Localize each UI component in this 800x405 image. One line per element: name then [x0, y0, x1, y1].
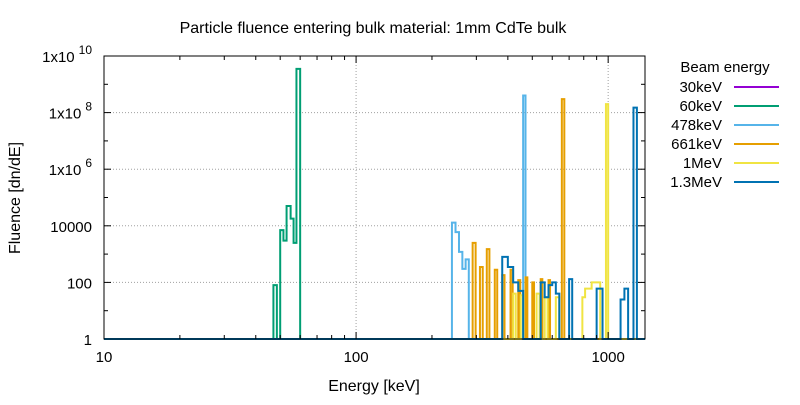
legend-label: 60keV: [679, 98, 722, 115]
legend-label: 1MeV: [683, 155, 722, 172]
y-tick-exponent: 10: [79, 43, 93, 57]
y-tick-base: 1: [84, 332, 92, 349]
y-tick-label: 1x10 8: [49, 100, 93, 123]
series-layer: [104, 67, 645, 340]
x-tick-label: 100: [344, 349, 369, 366]
series-line-478kev: [104, 94, 645, 340]
legend-label: 30keV: [679, 79, 722, 96]
legend-title: Beam energy: [680, 59, 770, 76]
y-tick-base: 100: [67, 275, 92, 292]
x-tick-label: 1000: [591, 349, 624, 366]
y-tick-exponent: 6: [85, 156, 92, 170]
legend: Beam energy 30keV 60keV 478keV 661keV 1MeV 1.…: [670, 59, 779, 191]
series-line-661kev: [104, 98, 645, 340]
y-tick-label: 100: [67, 275, 92, 292]
y-tick-label: 1: [84, 332, 92, 349]
legend-label: 1.3MeV: [670, 174, 722, 191]
y-tick-exponent: 8: [85, 100, 92, 114]
series-line-1-3mev: [104, 106, 645, 340]
series-line-60kev: [104, 67, 645, 340]
y-tick-base: 1x10: [49, 162, 82, 179]
x-axis-label: Energy [keV]: [328, 378, 420, 395]
y-tick-label: 1x10 6: [49, 156, 93, 179]
legend-label: 661keV: [671, 136, 722, 153]
y-tick-label: 1x10 10: [42, 43, 92, 66]
y-tick-base: 1x10: [49, 106, 82, 123]
legend-label: 478keV: [671, 117, 722, 134]
chart-title: Particle fluence entering bulk material:…: [180, 20, 568, 37]
y-tick-label: 10000: [50, 219, 92, 236]
y-tick-base: 1x10: [42, 49, 75, 66]
y-axis-label: Fluence [dn/dE]: [7, 142, 24, 254]
x-tick-label: 10: [96, 349, 113, 366]
y-tick-base: 10000: [50, 219, 92, 236]
